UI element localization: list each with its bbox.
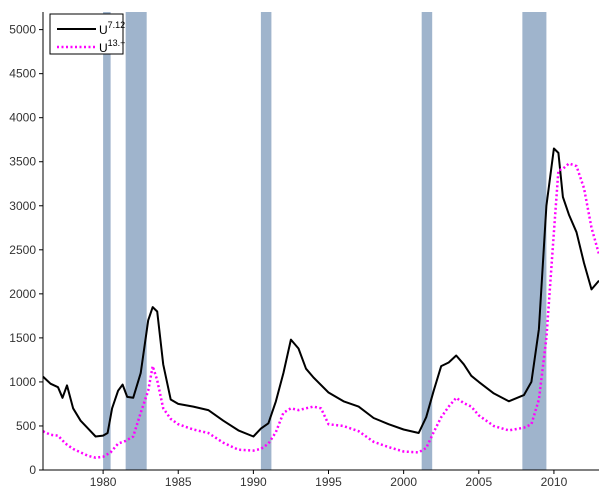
y-tick-label-0: 0: [29, 463, 36, 477]
y-tick-label-1500: 1500: [9, 331, 36, 345]
x-tick-label-2005: 2005: [465, 475, 492, 489]
x-ticks: 1980 1985 1990 1995 2000 2005 2010: [90, 470, 568, 489]
y-tick-label-500: 500: [16, 419, 36, 433]
legend-label-u13plus: U13.+: [99, 38, 125, 55]
legend-label-u13plus-sup: 13.+: [108, 38, 126, 48]
x-tick-label-1995: 1995: [315, 475, 342, 489]
recession-band-3: [421, 12, 433, 470]
y-tick-label-3500: 3500: [9, 155, 36, 169]
legend-label-u712-sup: 7.12: [108, 20, 126, 30]
series-layer: [42, 147, 599, 459]
y-tick-label-2000: 2000: [9, 287, 36, 301]
y-tick-label-3000: 3000: [9, 199, 36, 213]
x-tick-label-1985: 1985: [165, 475, 192, 489]
y-tick-label-5000: 5000: [9, 23, 36, 37]
recession-bands: [103, 12, 547, 470]
x-tick-label-1980: 1980: [90, 475, 117, 489]
x-tick-label-2000: 2000: [390, 475, 417, 489]
x-tick-label-2010: 2010: [541, 475, 568, 489]
y-ticks: 0 500 1000 1500 2000 2500 3000 3500 4000 4500 5000: [9, 23, 43, 477]
legend-label-u712: U7.12: [99, 20, 125, 37]
y-tick-label-4000: 4000: [9, 111, 36, 125]
y-tick-label-1000: 1000: [9, 375, 36, 389]
recession-band-2: [260, 12, 272, 470]
x-tick-label-1990: 1990: [240, 475, 267, 489]
legend-label-u712-base: U: [99, 23, 108, 37]
legend-label-u13plus-base: U: [99, 41, 108, 55]
recession-band-0: [103, 12, 111, 470]
series-line-1: [42, 162, 599, 459]
legend: U7.12 U13.+: [49, 13, 125, 55]
recession-band-1: [125, 12, 147, 470]
axes: [42, 12, 599, 471]
y-tick-label-2500: 2500: [9, 243, 36, 257]
y-tick-label-4500: 4500: [9, 67, 36, 81]
recession-band-4: [522, 12, 547, 470]
series-line-0: [42, 147, 599, 438]
